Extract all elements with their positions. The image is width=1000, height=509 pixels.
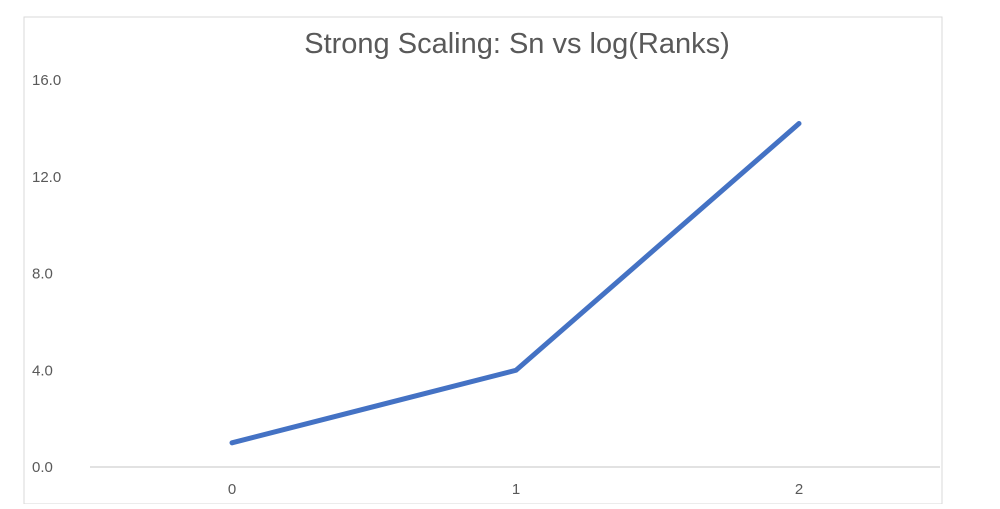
x-axis-tick-labels: 0 1 2 <box>228 481 803 498</box>
y-tick-label: 4.0 <box>32 362 53 379</box>
x-tick-label: 0 <box>228 481 236 498</box>
chart-frame <box>23 16 943 505</box>
chart-title: Strong Scaling: Sn vs log(Ranks) <box>304 28 730 60</box>
y-tick-label: 16.0 <box>32 72 61 89</box>
y-tick-label: 8.0 <box>32 266 53 283</box>
series-group <box>229 121 802 446</box>
y-tick-label: 0.0 <box>32 459 53 476</box>
x-tick-label: 2 <box>795 481 803 498</box>
x-tick-label: 1 <box>512 481 520 498</box>
y-axis-tick-labels: 0.0 4.0 8.0 12.0 16.0 <box>32 72 61 476</box>
series-line <box>229 121 802 446</box>
y-tick-label: 12.0 <box>32 169 61 186</box>
